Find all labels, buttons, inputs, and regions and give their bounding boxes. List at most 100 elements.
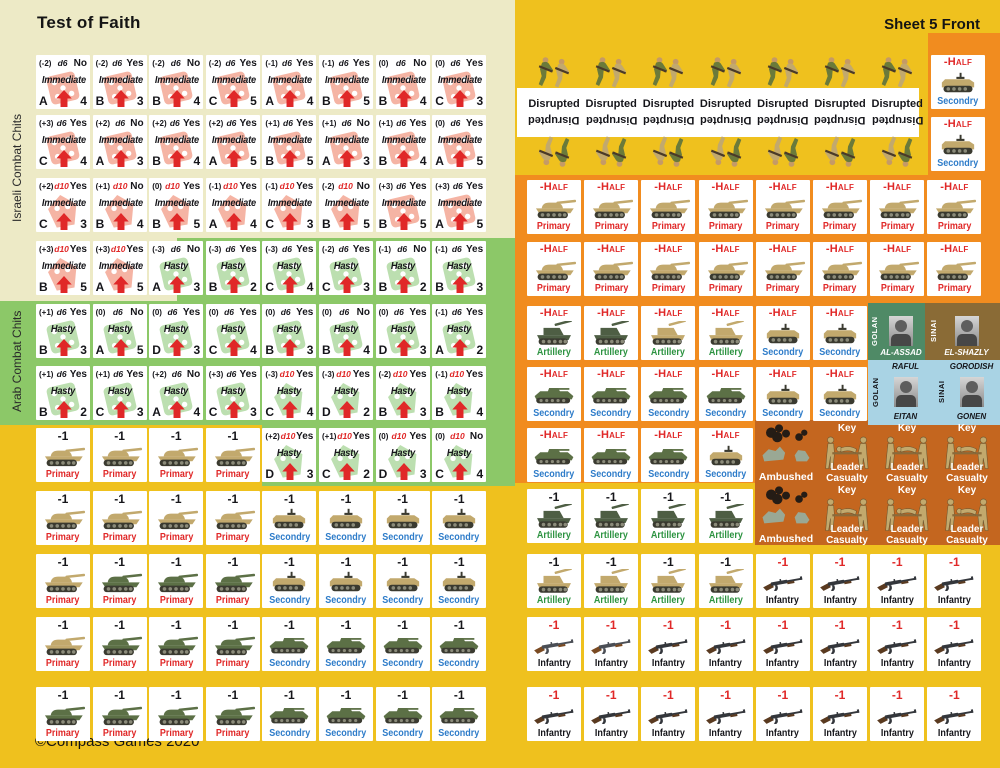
combat-chit[interactable]: (-1) d6 Yes Hasty A 2	[432, 304, 487, 358]
combat-chit[interactable]: (+2) d10 Yes Immediate C 3	[36, 178, 90, 232]
disrupted-chit[interactable]: Disrupted Disrupted	[870, 55, 924, 169]
unit-chit-infantry[interactable]: -1 Infantry	[641, 617, 696, 671]
combat-chit[interactable]: (0) d10 Yes Immediate B 5	[149, 178, 204, 232]
unit-chit-secondry[interactable]: -Half Secondry	[813, 367, 867, 421]
unit-chit-primary[interactable]: -1 Primary	[92, 428, 147, 482]
unit-chit-infantry[interactable]: -1 Infantry	[927, 687, 982, 741]
unit-chit-primary[interactable]: -1 Primary	[36, 428, 90, 482]
disrupted-chit[interactable]: Disrupted Disrupted	[813, 55, 867, 169]
combat-chit[interactable]: (0) d6 Yes Hasty B 3	[262, 304, 317, 358]
key-leader-casualty-chit[interactable]: Key Leader Casualty	[937, 486, 997, 546]
unit-chit-secondry[interactable]: -1 Secondry	[432, 617, 487, 671]
combat-chit[interactable]: (-1) d6 Yes Immediate B 5	[319, 55, 373, 109]
unit-chit-artillery[interactable]: -1 Artillery	[527, 489, 581, 543]
unit-chit-secondry[interactable]: -1 Secondry	[262, 554, 317, 608]
combat-chit[interactable]: (+3) d6 Yes Immediate B 5	[375, 178, 430, 232]
disrupted-chit[interactable]: Disrupted Disrupted	[584, 55, 638, 169]
disrupted-chit[interactable]: Disrupted Disrupted	[756, 55, 810, 169]
unit-chit-primary[interactable]: -Half Primary	[927, 242, 982, 296]
unit-chit-primary[interactable]: -Half Primary	[870, 242, 925, 296]
unit-chit-infantry[interactable]: -1 Infantry	[870, 687, 925, 741]
unit-chit-infantry[interactable]: -1 Infantry	[584, 687, 639, 741]
key-leader-casualty-chit[interactable]: Key Leader Casualty	[817, 424, 877, 484]
unit-chit-primary[interactable]: -Half Primary	[927, 180, 982, 234]
combat-chit[interactable]: (-3) d10 Yes Hasty D 2	[319, 366, 373, 420]
unit-chit-secondry[interactable]: -1 Secondry	[375, 491, 430, 545]
unit-chit-infantry[interactable]: -1 Infantry	[813, 617, 867, 671]
unit-chit-infantry[interactable]: -1 Infantry	[813, 554, 867, 608]
unit-chit-primary[interactable]: -1 Primary	[205, 491, 260, 545]
combat-chit[interactable]: (+3) d10 Yes Immediate B 5	[36, 241, 90, 295]
unit-chit-secondry[interactable]: -Half Secondry	[813, 306, 867, 360]
combat-chit[interactable]: (0) d6 No Hasty A 5	[92, 304, 147, 358]
unit-chit-secondry[interactable]: -Half Secondry	[527, 428, 581, 482]
combat-chit[interactable]: (-1) d10 Yes Immediate A 4	[205, 178, 260, 232]
combat-chit[interactable]: (+1) d6 No Immediate A 3	[319, 115, 373, 169]
unit-chit-secondry[interactable]: -Half Secondry	[641, 428, 696, 482]
unit-chit-primary[interactable]: -Half Primary	[698, 180, 753, 234]
unit-chit-infantry[interactable]: -1 Infantry	[927, 617, 982, 671]
combat-chit[interactable]: (+1) d6 Yes Immediate B 4	[375, 115, 430, 169]
combat-chit[interactable]: (+1) d6 Yes Hasty B 3	[36, 304, 90, 358]
combat-chit[interactable]: (-1) d6 Yes Hasty B 3	[432, 241, 487, 295]
leader-chit-el-shazly[interactable]: SINAI EL-SHAZLY	[927, 303, 997, 360]
unit-chit-artillery[interactable]: -1 Artillery	[698, 554, 753, 608]
unit-chit-primary[interactable]: -1 Primary	[149, 428, 204, 482]
unit-chit-artillery[interactable]: -Half Artillery	[698, 306, 753, 360]
combat-chit[interactable]: (-2) d6 Yes Immediate B 3	[92, 55, 147, 109]
unit-chit-secondry[interactable]: -1 Secondry	[319, 617, 373, 671]
combat-chit[interactable]: (0) d6 Yes Hasty D 3	[149, 304, 204, 358]
unit-chit-artillery[interactable]: -1 Artillery	[584, 554, 639, 608]
combat-chit[interactable]: (0) d6 No Immediate B 4	[375, 55, 430, 109]
unit-chit-infantry[interactable]: -1 Infantry	[584, 617, 639, 671]
combat-chit[interactable]: (+1) d6 Yes Hasty B 2	[36, 366, 90, 420]
combat-chit[interactable]: (+3) d6 Yes Immediate C 4	[36, 115, 90, 169]
combat-chit[interactable]: (0) d6 Yes Immediate C 3	[432, 55, 487, 109]
unit-chit-artillery[interactable]: -1 Artillery	[584, 489, 639, 543]
combat-chit[interactable]: (+2) d10 Yes Hasty D 3	[262, 428, 317, 482]
combat-chit[interactable]: (+2) d6 No Hasty A 4	[149, 366, 204, 420]
combat-chit[interactable]: (0) d6 Yes Immediate A 5	[432, 115, 487, 169]
combat-chit[interactable]: (-3) d10 Yes Hasty C 4	[262, 366, 317, 420]
unit-chit-secondry[interactable]: -1 Secondry	[432, 687, 487, 741]
unit-chit-primary[interactable]: -Half Primary	[527, 242, 581, 296]
unit-chit-primary[interactable]: -1 Primary	[36, 617, 90, 671]
unit-chit-infantry[interactable]: -1 Infantry	[755, 554, 810, 608]
unit-chit-infantry[interactable]: -1 Infantry	[527, 617, 581, 671]
combat-chit[interactable]: (+2) d6 No Immediate A 3	[92, 115, 147, 169]
unit-chit-artillery[interactable]: -Half Artillery	[527, 306, 581, 360]
unit-chit-secondry[interactable]: -1 Secondry	[375, 687, 430, 741]
combat-chit[interactable]: (-1) d10 Yes Immediate C 3	[262, 178, 317, 232]
disrupted-chit[interactable]: Disrupted Disrupted	[641, 55, 695, 169]
combat-chit[interactable]: (+1) d6 Yes Hasty C 3	[92, 366, 147, 420]
unit-chit-primary[interactable]: -Half Primary	[870, 180, 925, 234]
unit-chit-secondry[interactable]: -1 Secondry	[319, 554, 373, 608]
combat-chit[interactable]: (-2) d6 Yes Immediate C 5	[205, 55, 260, 109]
unit-chit-secondry[interactable]: -Half Secondry	[931, 117, 985, 171]
leader-chit-al-assad[interactable]: GOLAN AL-ASSAD	[868, 303, 925, 360]
combat-chit[interactable]: (+3) d6 Yes Immediate A 5	[432, 178, 487, 232]
combat-chit[interactable]: (-2) d10 Yes Hasty B 3	[375, 366, 430, 420]
unit-chit-primary[interactable]: -Half Primary	[641, 242, 696, 296]
unit-chit-primary[interactable]: -Half Primary	[813, 242, 867, 296]
unit-chit-primary[interactable]: -1 Primary	[149, 554, 204, 608]
unit-chit-infantry[interactable]: -1 Infantry	[755, 687, 810, 741]
unit-chit-primary[interactable]: -1 Primary	[205, 428, 260, 482]
combat-chit[interactable]: (+1) d6 Yes Immediate B 5	[262, 115, 317, 169]
combat-chit[interactable]: (+3) d10 Yes Immediate A 5	[92, 241, 147, 295]
unit-chit-infantry[interactable]: -1 Infantry	[698, 617, 753, 671]
leader-chit-eitan[interactable]: GOLAN RAFUL EITAN	[869, 361, 933, 424]
unit-chit-secondry[interactable]: -Half Secondry	[931, 55, 985, 109]
combat-chit[interactable]: (-1) d10 Yes Hasty B 4	[432, 366, 487, 420]
unit-chit-infantry[interactable]: -1 Infantry	[698, 687, 753, 741]
key-leader-casualty-chit[interactable]: Key Leader Casualty	[937, 424, 997, 484]
unit-chit-primary[interactable]: -Half Primary	[813, 180, 867, 234]
unit-chit-primary[interactable]: -1 Primary	[36, 554, 90, 608]
unit-chit-infantry[interactable]: -1 Infantry	[755, 617, 810, 671]
unit-chit-infantry[interactable]: -1 Infantry	[870, 617, 925, 671]
unit-chit-primary[interactable]: -1 Primary	[149, 617, 204, 671]
unit-chit-primary[interactable]: -1 Primary	[92, 554, 147, 608]
unit-chit-infantry[interactable]: -1 Infantry	[641, 687, 696, 741]
unit-chit-primary[interactable]: -Half Primary	[755, 242, 810, 296]
unit-chit-primary[interactable]: -Half Primary	[584, 180, 639, 234]
